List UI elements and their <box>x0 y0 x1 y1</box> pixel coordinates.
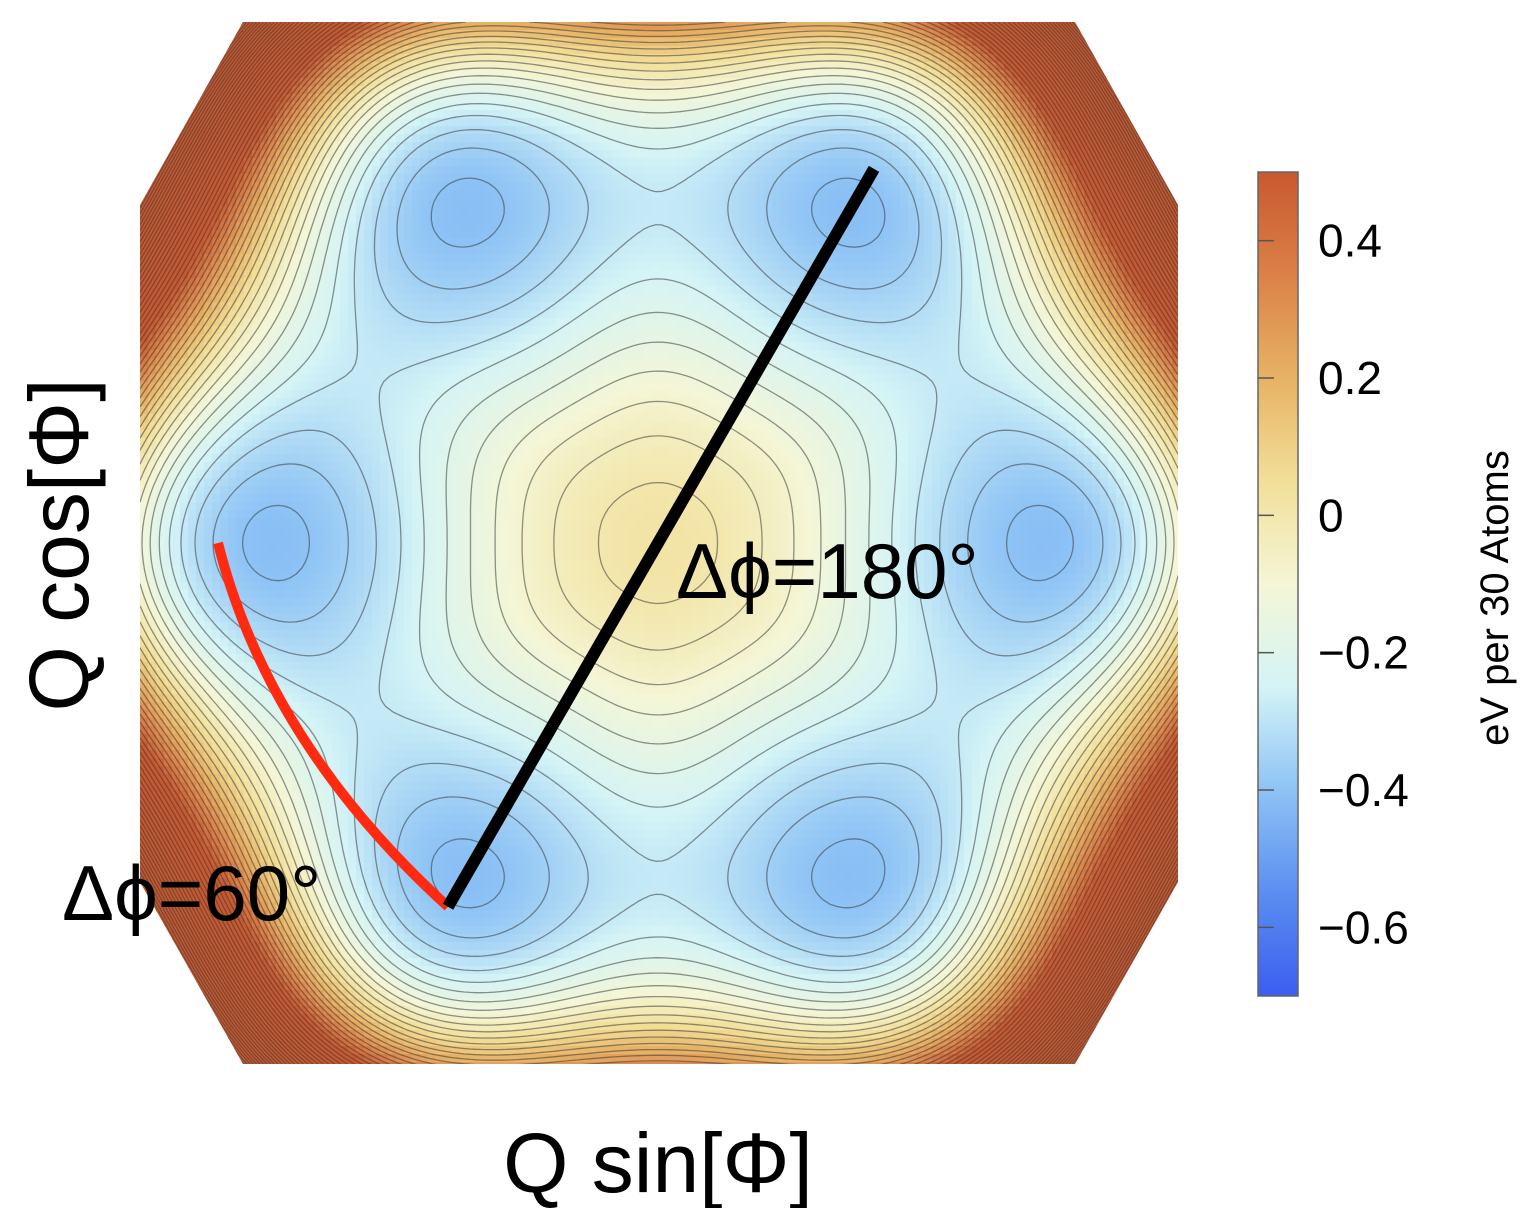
colorbar-tick-label: 0.2 <box>1318 352 1382 404</box>
colorbar: 0.4 0.2 0 −0.2 −0.4 −0.6 <box>1258 172 1409 996</box>
x-axis-title: Q sin[Φ] <box>503 1116 813 1208</box>
colorbar-gradient <box>1258 172 1298 996</box>
colorbar-tick-label: 0 <box>1318 489 1344 541</box>
annotation-delta-phi-60: Δϕ=60° <box>62 849 321 937</box>
colorbar-tick-label: −0.2 <box>1318 627 1409 679</box>
y-axis-title: Q cos[Φ] <box>12 378 106 711</box>
colorbar-tick-label: −0.6 <box>1318 901 1409 953</box>
colorbar-tick-label: 0.4 <box>1318 215 1382 267</box>
colorbar-title: eV per 30 Atoms <box>1473 450 1517 746</box>
colorbar-tick-label: −0.4 <box>1318 764 1409 816</box>
annotation-delta-phi-180: Δϕ=180° <box>676 527 979 615</box>
